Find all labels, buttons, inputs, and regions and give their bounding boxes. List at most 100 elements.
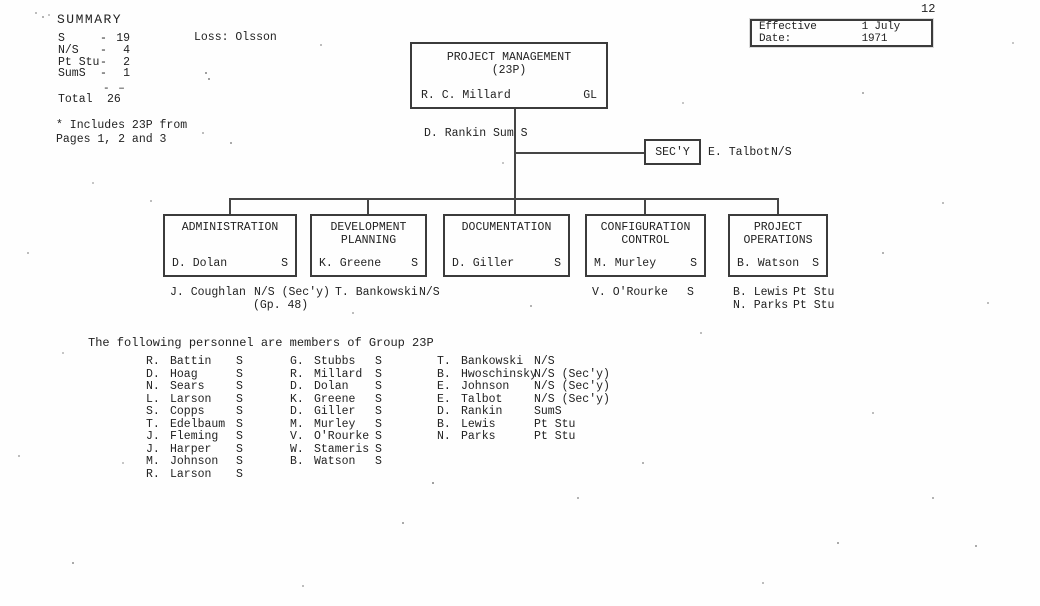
member-initial: N. xyxy=(437,430,451,443)
summary-row: Pt Stu - 2 xyxy=(58,55,130,69)
summary-row-value: 1 xyxy=(123,67,130,81)
summary-row-value: 2 xyxy=(123,55,130,69)
member-role: S xyxy=(236,442,243,456)
member-surname: Johnson xyxy=(170,455,219,468)
member-row: W. Stameris S xyxy=(290,442,382,457)
member-role: N/S (Sec'y) xyxy=(534,367,610,381)
summary-total-row: Total 26 xyxy=(58,93,121,106)
member-row: B. Hwoschinsky N/S (Sec'y) xyxy=(437,367,610,382)
member-role: S xyxy=(375,430,382,443)
summary-row: SumS - 1 xyxy=(58,68,130,80)
member-row: D. Hoag S xyxy=(146,367,243,382)
member-initial: D. xyxy=(437,405,451,418)
member-surname: Stubbs xyxy=(314,355,356,368)
member-row: V. O'Rourke S xyxy=(290,430,382,444)
connector-line-secretary xyxy=(514,152,644,154)
member-row: N. Parks Pt Stu xyxy=(437,430,610,444)
member-row: E. Johnson N/S (Sec'y) xyxy=(437,380,610,394)
member-role: S xyxy=(375,405,382,418)
member-initial: G. xyxy=(290,355,304,368)
member-surname: Giller xyxy=(314,405,356,418)
org-box-administration: ADMINISTRATION D. Dolan S xyxy=(163,214,297,277)
dept-title-line: DEVELOPMENT xyxy=(330,221,407,234)
member-row: B. Watson S xyxy=(290,455,382,469)
member-row: R. Battin S xyxy=(146,355,243,369)
staff-role: Pt Stu xyxy=(793,286,835,299)
member-surname: Watson xyxy=(314,455,356,468)
member-role: S xyxy=(236,430,243,443)
member-row: T. Bankowski N/S xyxy=(437,355,610,369)
summary-total-rule: - – xyxy=(103,83,126,95)
dept-title: DOCUMENTATION xyxy=(445,216,568,234)
org-box-title: PROJECT MANAGEMENT xyxy=(446,51,572,64)
member-role: S xyxy=(236,455,243,468)
dept-head-name: D. Giller xyxy=(452,257,515,270)
member-initial: M. xyxy=(146,455,160,468)
members-intro: The following personnel are members of G… xyxy=(88,336,434,350)
summary-total-value: 26 xyxy=(107,93,121,106)
dept-head-grade: S xyxy=(554,257,561,270)
summary-counts: S - 19 N/S - 4 Pt Stu - 2 SumS - 1 xyxy=(58,33,130,80)
member-initial: E. xyxy=(437,392,451,406)
dept-title-line: OPERATIONS xyxy=(743,234,813,247)
dept-head-name: M. Murley xyxy=(594,257,657,270)
member-role: S xyxy=(375,392,382,406)
member-surname: Lewis xyxy=(461,417,496,431)
members-column-2: G. Stubbs S R. Millard S D. Dolan S K. Greene S D. Gi… xyxy=(290,355,382,469)
staff-entry-orourke: V. O'Rourke S xyxy=(592,286,694,299)
member-surname: Hoag xyxy=(170,367,198,381)
dash: - xyxy=(100,43,107,57)
member-row: T. Edelbaum S xyxy=(146,417,243,432)
dept-head-grade: S xyxy=(690,257,697,270)
summary-row-value: 19 xyxy=(116,32,130,45)
staff-role: Pt Stu xyxy=(793,299,835,312)
member-surname: Stameris xyxy=(314,442,370,456)
dept-head-grade: S xyxy=(411,257,418,270)
member-initial: S. xyxy=(146,405,160,418)
member-surname: Harper xyxy=(170,442,212,456)
member-role: S xyxy=(236,392,243,406)
connector-stub-administration xyxy=(229,198,231,214)
member-initial: D. xyxy=(290,405,304,418)
dept-title: PROJECT OPERATIONS xyxy=(730,216,826,247)
member-role: S xyxy=(375,380,382,393)
member-surname: Rankin xyxy=(461,405,503,418)
member-surname: Edelbaum xyxy=(170,417,226,431)
member-initial: V. xyxy=(290,430,304,443)
summary-row-label: S xyxy=(58,32,65,45)
member-initial: T. xyxy=(437,355,451,368)
member-initial: L. xyxy=(146,392,160,406)
connector-stub-configuration-control xyxy=(644,198,646,214)
member-role: S xyxy=(375,442,382,456)
dash: - xyxy=(100,55,107,69)
member-row: E. Talbot N/S (Sec'y) xyxy=(437,392,610,407)
member-initial: J. xyxy=(146,430,160,443)
member-surname: O'Rourke xyxy=(314,430,370,443)
member-surname: Millard xyxy=(314,367,363,381)
member-surname: Talbot xyxy=(461,392,503,406)
staff-name: V. O'Rourke xyxy=(592,286,668,299)
member-role: Pt Stu xyxy=(534,417,576,431)
members-column-3: T. Bankowski N/S B. Hwoschinsky N/S (Sec'y) E.… xyxy=(437,355,610,444)
member-row: K. Greene S xyxy=(290,392,382,407)
staff-entry-parks: N. Parks Pt Stu xyxy=(733,299,834,312)
dept-head-row: D. Dolan S xyxy=(172,257,288,270)
summary-row-label: SumS xyxy=(58,67,86,81)
member-surname: Johnson xyxy=(461,380,510,393)
member-role: S xyxy=(375,367,382,381)
member-surname: Sears xyxy=(170,380,205,393)
staff-name: B. Lewis xyxy=(733,286,789,299)
secretary-box: SEC'Y xyxy=(644,139,701,165)
connector-stub-development-planning xyxy=(367,198,369,214)
member-row: M. Murley S xyxy=(290,418,382,432)
member-surname: Hwoschinsky xyxy=(461,367,537,381)
member-initial: R. xyxy=(146,355,160,368)
member-initial: B. xyxy=(437,367,451,381)
summary-row-value: 4 xyxy=(123,43,130,57)
member-role: S xyxy=(375,455,382,468)
member-surname: Parks xyxy=(461,430,496,443)
connector-stub-project-operations xyxy=(777,198,779,214)
member-role: N/S xyxy=(534,355,555,368)
member-initial: R. xyxy=(290,367,304,381)
